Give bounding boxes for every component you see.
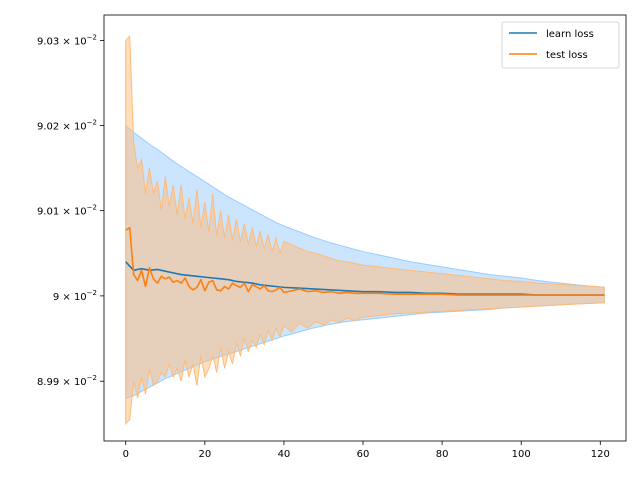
y-tick-label: 9.02 × 10−2: [37, 119, 97, 133]
y-tick-label: 8.99 × 10−2: [37, 374, 97, 388]
x-axis: 0 20 40 60 80 100 120: [123, 441, 610, 460]
x-tick-label: 80: [436, 449, 449, 460]
legend-label-learn-loss: learn loss: [546, 29, 594, 40]
learn-loss-line: [125, 261, 605, 296]
x-tick-label: 60: [357, 449, 370, 460]
x-tick-label: 20: [198, 449, 211, 460]
y-tick-label: 9.01 × 10−2: [37, 204, 97, 218]
legend-label-test-loss: test loss: [546, 50, 588, 61]
test-loss-line: [125, 226, 605, 296]
series-lines: [125, 226, 605, 296]
y-tick-label: 9.03 × 10−2: [37, 33, 97, 47]
legend: learn loss test loss: [501, 21, 620, 69]
y-axis: 8.99 × 10−2 9 × 10−2 9.01 × 10−2 9.02 × 10−…: [37, 33, 104, 388]
y-tick-label: 9 × 10−2: [53, 289, 97, 303]
x-tick-label: 0: [123, 449, 129, 460]
confidence-bands: [125, 35, 605, 426]
x-tick-label: 100: [512, 449, 531, 460]
x-tick-label: 120: [591, 449, 610, 460]
test-loss-band: [125, 35, 605, 426]
x-tick-label: 40: [278, 449, 291, 460]
plot-area-frame: [103, 14, 627, 442]
